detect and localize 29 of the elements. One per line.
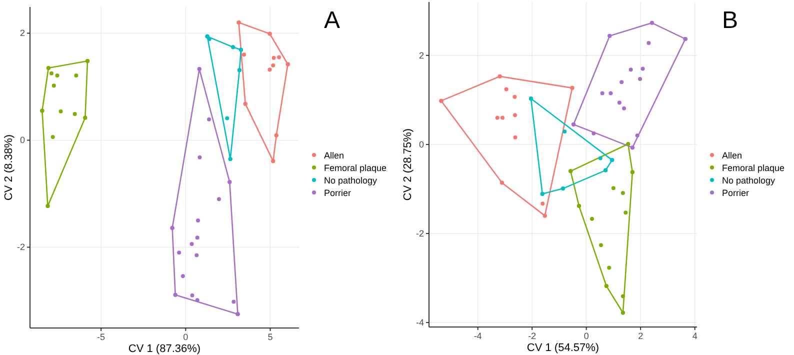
y-axis-title: CV 2 (8.38%)	[3, 134, 15, 201]
x-tick-label: 4	[692, 331, 698, 341]
x-tick-label: 0	[183, 332, 188, 342]
y-tick-label: -4	[416, 318, 424, 328]
text: A	[324, 7, 340, 34]
x-tick-label: -2	[528, 331, 536, 341]
y-tick-label: 2	[20, 28, 25, 38]
y-tick-label: -2	[16, 242, 25, 252]
legend-label: Allen	[324, 150, 344, 160]
x-axis-title: CV 1 (87.36%)	[128, 343, 201, 355]
y-axis-title: CV 2 (28.75%)	[402, 128, 414, 201]
x-axis-title: CV 1 (54.57%)	[526, 342, 600, 354]
legend-label: Porrier	[722, 188, 750, 198]
text: B	[722, 7, 738, 34]
legend-label: Femoral plaque	[324, 163, 387, 173]
legend-label: Porrier	[324, 188, 352, 198]
x-tick-label: 2	[638, 331, 644, 341]
legend-label: Allen	[722, 150, 742, 160]
legend-label: No pathology	[324, 176, 378, 186]
y-tick-label: -2	[416, 228, 424, 239]
x-tick-label: -4	[474, 331, 482, 341]
y-tick-label: 2	[418, 50, 424, 60]
legend-label: Femoral plaque	[722, 163, 785, 173]
x-tick-label: -5	[97, 332, 106, 342]
y-tick-label: 0	[20, 135, 25, 146]
x-tick-label: 5	[268, 332, 273, 342]
y-tick-label: 0	[418, 139, 424, 150]
x-tick-label: 0	[584, 331, 589, 341]
legend-label: No pathology	[722, 176, 776, 186]
